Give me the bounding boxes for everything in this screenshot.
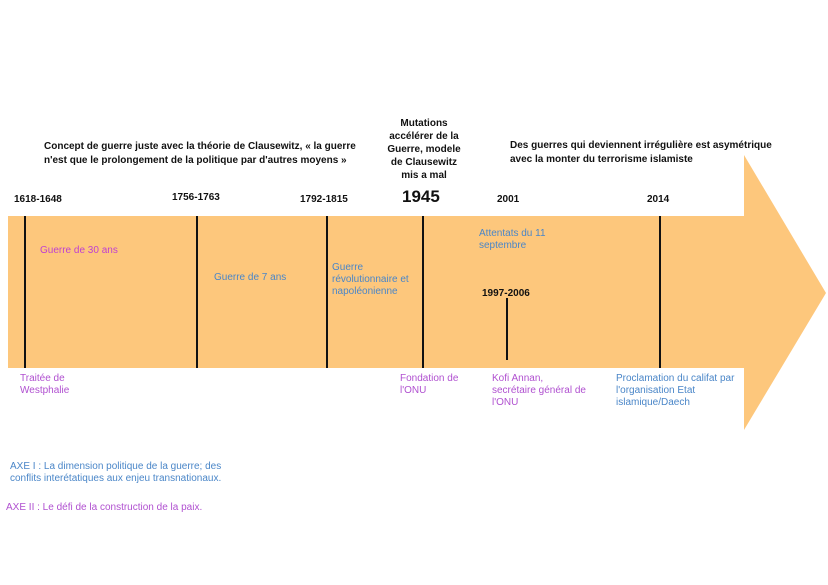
label-1997-2006: 1997-2006 xyxy=(482,288,530,299)
label-fondation-onu: Fondation de l'ONU xyxy=(400,373,459,396)
axe-2: AXE II : Le défi de la construction de l… xyxy=(6,502,203,513)
year-1945: 1945 xyxy=(402,187,440,206)
label-guerre-7-ans: Guerre de 7 ans xyxy=(214,272,287,283)
marker-2014 xyxy=(659,216,661,368)
year-1618-1648: 1618-1648 xyxy=(14,194,62,205)
marker-1756 xyxy=(196,216,198,368)
year-1756-1763: 1756-1763 xyxy=(172,192,220,203)
label-attentats-11-septembre: Attentats du 11 septembre xyxy=(479,228,546,251)
header-mutations: Mutations accélérer de la Guerre, modele… xyxy=(387,118,461,181)
label-guerre-30-ans: Guerre de 30 ans xyxy=(40,245,118,256)
label-traite-westphalie: Traitée de Westphalie xyxy=(20,373,70,396)
header-clausewitz: Concept de guerre juste avec la théorie … xyxy=(44,141,356,166)
timeline-arrow-shape xyxy=(8,155,826,430)
label-guerre-revolutionnaire: Guerre révolutionnaire et napoléonienne xyxy=(332,262,409,297)
marker-1618 xyxy=(24,216,26,368)
axe-1: AXE I : La dimension politique de la gue… xyxy=(10,461,222,484)
year-2001: 2001 xyxy=(497,194,520,205)
label-proclamation-califat: Proclamation du califat par l'organisati… xyxy=(616,373,735,408)
marker-1997-2006 xyxy=(506,298,508,360)
label-kofi-annan: Kofi Annan, secrétaire général de l'ONU xyxy=(492,373,586,408)
year-1792-1815: 1792-1815 xyxy=(300,194,348,205)
marker-1945 xyxy=(422,216,424,368)
year-2014: 2014 xyxy=(647,194,670,205)
header-irregular-wars: Des guerres qui deviennent irrégulière e… xyxy=(510,140,772,165)
marker-1792 xyxy=(326,216,328,368)
